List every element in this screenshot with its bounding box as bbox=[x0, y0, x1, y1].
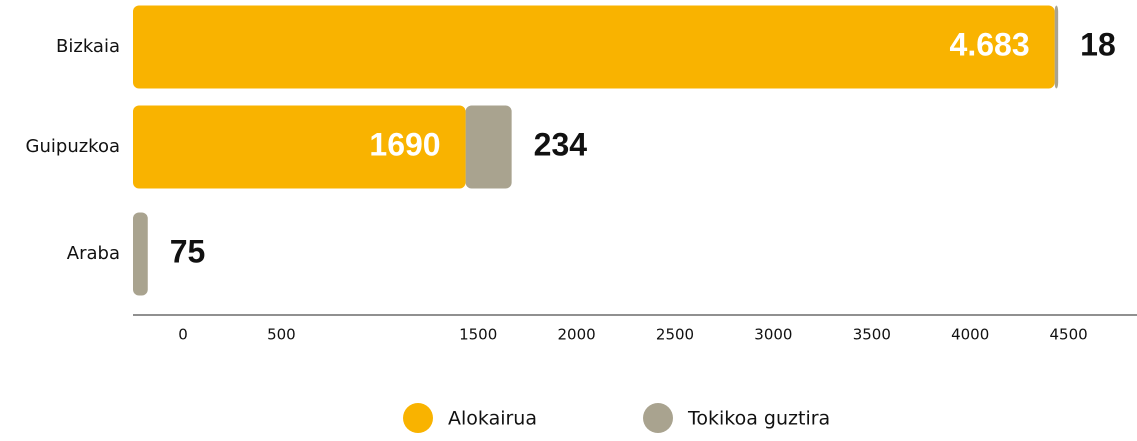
legend-swatch bbox=[403, 403, 433, 433]
legend-swatch bbox=[643, 403, 673, 433]
value-label: 75 bbox=[170, 233, 206, 269]
value-label: 18 bbox=[1080, 26, 1116, 62]
value-label: 1690 bbox=[369, 126, 440, 162]
bar-segment bbox=[465, 105, 512, 189]
x-tick-label: 1500 bbox=[459, 326, 497, 344]
x-tick-label: 3500 bbox=[853, 326, 891, 344]
legend-label: Alokairua bbox=[448, 408, 537, 430]
x-tick-label: 4000 bbox=[951, 326, 989, 344]
bar-segment bbox=[133, 5, 1055, 89]
x-tick-label: 4500 bbox=[1050, 326, 1088, 344]
category-label: Guipuzkoa bbox=[26, 136, 120, 157]
bar-segment bbox=[133, 212, 148, 296]
x-tick-label: 2000 bbox=[558, 326, 596, 344]
value-label: 4.683 bbox=[950, 26, 1030, 62]
x-tick-label: 3000 bbox=[754, 326, 792, 344]
bar-segment bbox=[133, 105, 466, 189]
x-tick-label: 500 bbox=[267, 326, 296, 344]
x-tick-label: 0 bbox=[178, 326, 188, 344]
category-label: Araba bbox=[67, 243, 120, 264]
x-tick-label: 2500 bbox=[656, 326, 694, 344]
legend-label: Tokikoa guztira bbox=[687, 408, 830, 430]
bar-segment bbox=[1054, 5, 1059, 89]
value-label: 234 bbox=[534, 126, 588, 162]
category-label: Bizkaia bbox=[56, 36, 120, 57]
